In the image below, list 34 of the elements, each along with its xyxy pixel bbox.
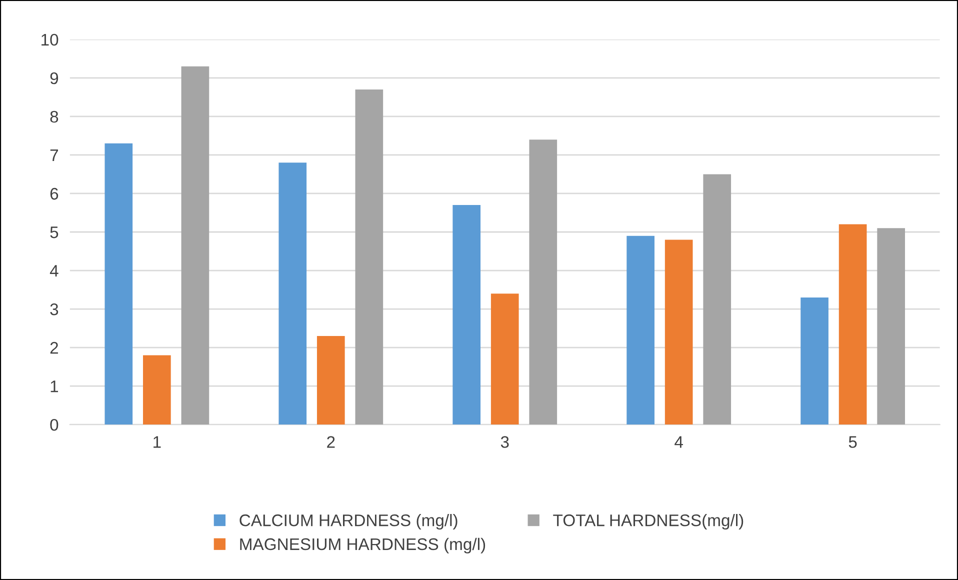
bar bbox=[838, 224, 867, 425]
y-tick-label: 1 bbox=[50, 380, 58, 392]
y-tick-label: 2 bbox=[50, 342, 58, 354]
bar bbox=[316, 336, 345, 425]
bar bbox=[181, 66, 210, 425]
y-tick-label: 0 bbox=[50, 418, 58, 431]
bar bbox=[529, 140, 558, 425]
y-tick-label: 5 bbox=[50, 226, 58, 238]
bar bbox=[355, 90, 384, 425]
bar bbox=[703, 174, 732, 425]
bar bbox=[626, 236, 654, 425]
x-tick-label: 1 bbox=[154, 436, 161, 448]
y-tick-label: 7 bbox=[50, 150, 58, 162]
y-tick-label: 9 bbox=[50, 72, 58, 84]
y-tick-label: 6 bbox=[50, 188, 58, 200]
bar bbox=[278, 162, 307, 425]
bar bbox=[664, 240, 693, 425]
y-tick-label: 8 bbox=[50, 110, 58, 123]
bar bbox=[490, 294, 519, 425]
x-tick-label: 5 bbox=[848, 436, 857, 448]
x-tick-label: 3 bbox=[500, 436, 509, 448]
bar bbox=[800, 297, 828, 425]
y-tick-label: 3 bbox=[50, 303, 58, 316]
legend-label: MAGNESIUM HARDNESS (mg/l) bbox=[240, 538, 486, 554]
x-tick-label: 4 bbox=[674, 436, 683, 448]
legend-label: CALCIUM HARDNESS (mg/l) bbox=[240, 514, 458, 530]
bar bbox=[143, 355, 171, 425]
bar bbox=[452, 205, 481, 425]
bar bbox=[104, 143, 133, 425]
y-tick-label: 4 bbox=[50, 265, 58, 277]
y-tick-label: 10 bbox=[42, 34, 58, 46]
x-tick-label: 2 bbox=[327, 436, 335, 448]
bar bbox=[877, 228, 906, 425]
legend-label: TOTAL HARDNESS(mg/l) bbox=[553, 514, 744, 530]
